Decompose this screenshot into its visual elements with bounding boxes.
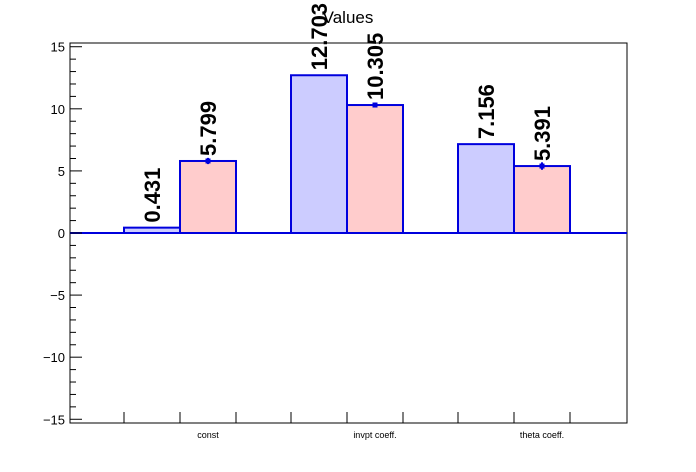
- category-label: theta coeff.: [520, 430, 564, 440]
- bar-const-s2: [179, 159, 237, 234]
- y-tick-label: 10: [51, 102, 65, 117]
- y-tick-label: 15: [51, 40, 65, 55]
- y-tick-label: −10: [43, 350, 65, 365]
- data-label: 7.156: [474, 84, 499, 139]
- bar-theta-coeff--s1: [457, 143, 515, 234]
- y-tick-label: −5: [50, 288, 65, 303]
- data-label: 10.305: [363, 33, 388, 100]
- y-tick-label: −15: [43, 412, 65, 427]
- data-label: 5.799: [196, 101, 221, 156]
- data-label: 5.391: [530, 106, 555, 161]
- category-label: const: [197, 430, 219, 440]
- bar-invpt-coeff--s1: [290, 74, 348, 235]
- error-marker: [205, 158, 211, 164]
- error-marker: [372, 102, 378, 108]
- y-tick-label: 5: [58, 164, 65, 179]
- y-tick-label: 0: [58, 226, 65, 241]
- category-label: invpt coeff.: [353, 430, 396, 440]
- data-label: 0.431: [140, 168, 165, 223]
- bar-invpt-coeff--s2: [346, 104, 404, 234]
- error-marker: [539, 163, 545, 169]
- chart-title: Values: [323, 8, 374, 27]
- bar-theta-coeff--s2: [513, 165, 571, 235]
- data-label: 12.703: [307, 3, 332, 70]
